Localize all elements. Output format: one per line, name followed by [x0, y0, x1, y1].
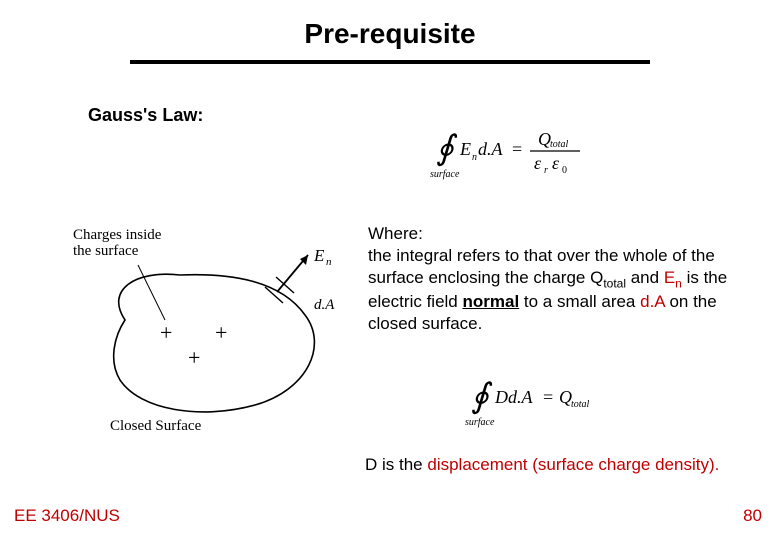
En-n: n	[675, 276, 682, 290]
footer-course-code: EE 3406/NUS	[14, 506, 120, 526]
where-label: Where:	[368, 224, 423, 243]
svg-text:d.A: d.A	[478, 139, 504, 159]
svg-text:ε: ε	[534, 153, 542, 173]
svg-text:Dd.A: Dd.A	[494, 387, 533, 407]
final-pre: D is the	[365, 455, 427, 474]
footer-page-number: 80	[743, 506, 762, 526]
page-title: Pre-requisite	[0, 0, 780, 50]
svg-text:n: n	[326, 256, 332, 268]
displacement-definition: D is the displacement (surface charge de…	[365, 455, 719, 475]
svg-text:∮: ∮	[471, 378, 493, 415]
svg-text:+: +	[215, 320, 227, 345]
En-E: E	[664, 268, 675, 287]
svg-text:ε: ε	[552, 153, 560, 173]
svg-text:r: r	[544, 165, 548, 176]
normal-word: normal	[462, 292, 519, 311]
svg-text:E: E	[313, 246, 325, 265]
section-label: Gauss's Law:	[88, 105, 203, 126]
equation-displacement: ∮ surface Dd.A = Q total	[465, 375, 615, 435]
svg-text:n: n	[472, 152, 477, 163]
dA-red: d.A	[640, 292, 665, 311]
title-rule	[130, 60, 650, 64]
svg-text:d.A: d.A	[314, 297, 335, 313]
svg-text:Closed Surface: Closed Surface	[110, 418, 202, 434]
equation-gauss-law: ∮ surface E n d.A = Q total ε r ε 0	[430, 125, 600, 190]
svg-text:∮: ∮	[436, 130, 458, 167]
svg-text:surface: surface	[465, 417, 495, 428]
svg-text:E: E	[459, 139, 471, 159]
explain-and: and	[626, 268, 664, 287]
svg-text:total: total	[571, 399, 590, 410]
svg-text:=: =	[512, 139, 522, 159]
svg-text:Charges inside: Charges inside	[73, 227, 162, 243]
final-red: displacement (surface charge density).	[427, 455, 719, 474]
svg-text:+: +	[160, 320, 172, 345]
gauss-surface-diagram: + + + Charges inside the surface E n d.A…	[70, 225, 360, 440]
q-sub: total	[603, 276, 626, 290]
explain-2b: to a small area	[519, 292, 640, 311]
svg-text:+: +	[188, 345, 200, 370]
svg-text:the surface: the surface	[73, 243, 139, 259]
explanation-text: Where: the integral refers to that over …	[368, 223, 763, 335]
svg-text:total: total	[550, 139, 569, 150]
svg-text:=: =	[543, 387, 553, 407]
svg-text:0: 0	[562, 165, 567, 176]
eq1-sub: surface	[430, 169, 460, 180]
